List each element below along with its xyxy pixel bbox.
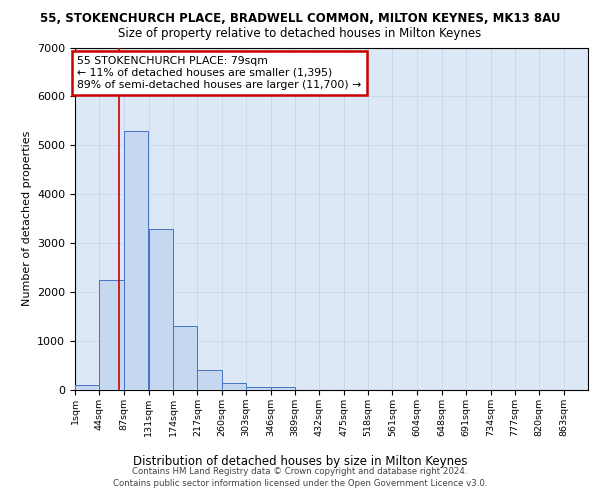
Text: Distribution of detached houses by size in Milton Keynes: Distribution of detached houses by size … [133, 454, 467, 468]
Text: Contains HM Land Registry data © Crown copyright and database right 2024.
Contai: Contains HM Land Registry data © Crown c… [113, 466, 487, 487]
Bar [100, 280, 124, 390]
Bar [75, 385, 100, 390]
Bar [246, 387, 271, 390]
Bar [173, 326, 197, 390]
Bar [222, 383, 246, 390]
Bar [197, 370, 222, 390]
Bar [124, 130, 148, 390]
Text: 55 STOKENCHURCH PLACE: 79sqm
← 11% of detached houses are smaller (1,395)
89% of: 55 STOKENCHURCH PLACE: 79sqm ← 11% of de… [77, 56, 362, 90]
Text: 55, STOKENCHURCH PLACE, BRADWELL COMMON, MILTON KEYNES, MK13 8AU: 55, STOKENCHURCH PLACE, BRADWELL COMMON,… [40, 12, 560, 26]
Bar [271, 387, 295, 390]
Bar [149, 228, 173, 390]
Y-axis label: Number of detached properties: Number of detached properties [22, 131, 32, 306]
Text: Size of property relative to detached houses in Milton Keynes: Size of property relative to detached ho… [118, 28, 482, 40]
